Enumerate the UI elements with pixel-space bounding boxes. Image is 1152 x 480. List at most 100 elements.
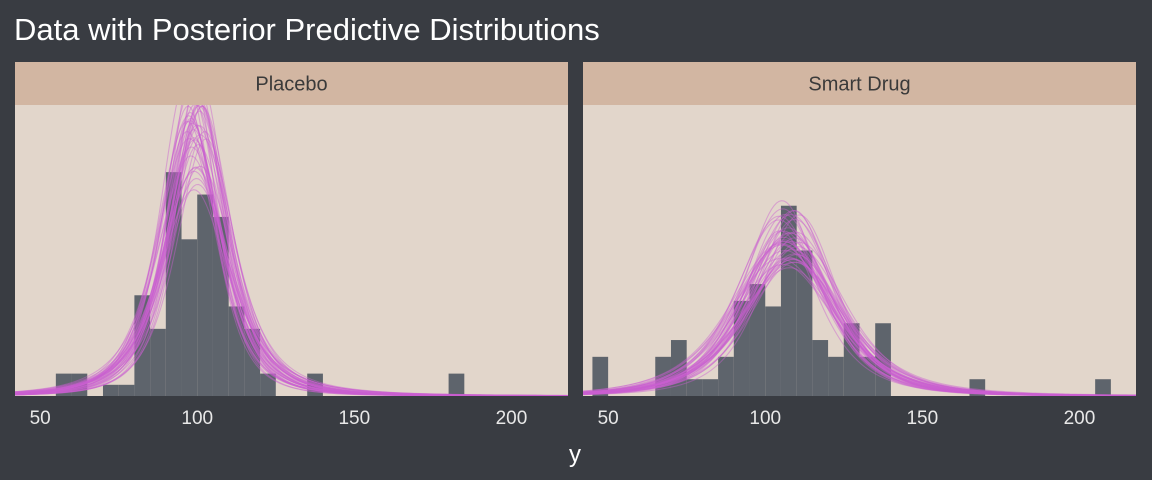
chart-title: Data with Posterior Predictive Distribut… — [14, 12, 600, 47]
posterior-curve — [583, 244, 1136, 396]
posterior-curve — [583, 219, 1136, 396]
facet-label: Smart Drug — [808, 74, 910, 96]
histogram-bar — [655, 356, 671, 396]
posterior-curve — [15, 143, 568, 396]
x-tick-label: 100 — [181, 408, 213, 429]
histogram-bar — [102, 384, 119, 396]
posterior-curve — [15, 117, 568, 396]
posterior-curve — [583, 214, 1136, 396]
posterior-curve — [583, 258, 1136, 396]
posterior-curve — [15, 105, 568, 396]
posterior-curve — [583, 246, 1136, 396]
posterior-curve — [15, 105, 568, 396]
histogram-bar — [1095, 379, 1111, 396]
histogram-bar — [765, 306, 781, 396]
posterior-curve — [15, 115, 568, 396]
posterior-curve — [583, 230, 1136, 396]
posterior-curve — [583, 254, 1136, 396]
histogram-bar — [181, 239, 198, 396]
plot-content — [15, 105, 568, 396]
histogram-bar — [969, 379, 986, 396]
histogram-bar — [592, 356, 609, 396]
posterior-curve — [15, 166, 568, 396]
x-tick-label: 50 — [30, 408, 51, 429]
posterior-curve — [15, 105, 568, 396]
posterior-curve — [15, 105, 568, 396]
posterior-curve — [15, 105, 568, 396]
plot-content — [583, 200, 1136, 396]
histogram-bar — [843, 323, 860, 396]
posterior-curve — [583, 243, 1136, 396]
x-tick-label: 100 — [749, 408, 781, 429]
histogram-bar — [307, 373, 323, 396]
posterior-curve — [15, 138, 568, 396]
histogram-bar — [212, 216, 229, 396]
posterior-curve — [15, 167, 568, 396]
posterior-curve — [15, 131, 568, 396]
posterior-curve — [583, 210, 1136, 396]
panels: Placebo 50 100 150 200 Smart Drug 50 100 150 200 — [15, 62, 1136, 429]
facet-panel: Placebo 50 100 150 200 — [15, 62, 568, 429]
histogram-bar — [165, 172, 182, 396]
posterior-curve — [583, 236, 1136, 396]
posterior-curve — [583, 240, 1136, 396]
plot-area — [15, 105, 568, 396]
posterior-curve — [15, 105, 568, 396]
posterior-curve — [15, 105, 568, 396]
posterior-curve — [15, 106, 568, 396]
posterior-curve — [15, 122, 568, 396]
x-tick-label: 150 — [338, 408, 370, 429]
posterior-curve — [583, 253, 1136, 396]
posterior-curve — [15, 105, 568, 396]
facet-panel: Smart Drug 50 100 150 200 — [583, 62, 1136, 429]
posterior-curve — [15, 110, 568, 396]
posterior-curve — [15, 146, 568, 396]
posterior-curve — [583, 231, 1136, 396]
posterior-curve — [15, 155, 568, 396]
posterior-curve — [583, 261, 1136, 396]
histogram-bar — [448, 373, 465, 396]
histogram-bar — [71, 373, 88, 396]
histogram-bar — [670, 340, 687, 396]
histogram-bar — [780, 205, 797, 396]
histogram-bar — [686, 379, 703, 396]
histogram-bar — [260, 373, 276, 396]
histogram-bar — [150, 328, 166, 396]
posterior-curve — [583, 267, 1136, 396]
histogram-bar — [702, 379, 719, 396]
posterior-curve — [583, 257, 1136, 396]
histogram-bar — [197, 194, 213, 396]
posterior-curve — [583, 249, 1136, 396]
posterior-curve — [583, 232, 1136, 396]
histogram-bar — [749, 284, 766, 396]
histogram-bar — [875, 323, 891, 396]
posterior-curve — [583, 200, 1136, 396]
posterior-curve — [583, 237, 1136, 396]
posterior-curve — [15, 105, 568, 396]
posterior-curve — [15, 139, 568, 396]
x-axis-label: y — [569, 441, 581, 468]
x-tick-label: 50 — [598, 408, 619, 429]
facet-label: Placebo — [255, 74, 327, 96]
posterior-curve — [583, 230, 1136, 396]
posterior-curve — [583, 208, 1136, 396]
histogram-bar — [118, 384, 135, 396]
posterior-curve — [583, 257, 1136, 396]
posterior-curve — [583, 213, 1136, 396]
posterior-curve — [583, 218, 1136, 396]
posterior-curve — [15, 124, 568, 396]
posterior-curve — [583, 241, 1136, 396]
posterior-curve — [15, 165, 568, 396]
posterior-curve — [15, 138, 568, 396]
posterior-curve — [583, 258, 1136, 396]
histogram-bar — [733, 300, 750, 396]
posterior-curve — [583, 263, 1136, 396]
facet-strip — [583, 62, 1136, 105]
posterior-curve — [583, 227, 1136, 396]
posterior-curve — [15, 111, 568, 396]
facet-strip — [15, 62, 568, 105]
histogram-bar — [796, 250, 813, 396]
posterior-curve — [583, 232, 1136, 396]
x-tick-label: 200 — [1064, 408, 1096, 429]
posterior-curve — [583, 240, 1136, 396]
